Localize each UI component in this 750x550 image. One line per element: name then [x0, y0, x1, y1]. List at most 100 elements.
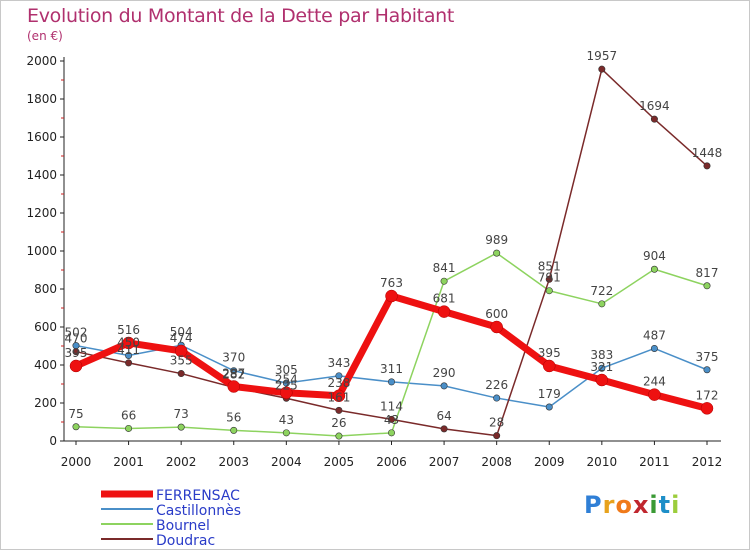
data-label: 395 [538, 346, 561, 360]
chart-subtitle: (en €) [27, 29, 63, 43]
data-point [440, 277, 448, 285]
y-tick-label: 400 [34, 358, 57, 372]
data-point [387, 415, 395, 423]
data-point [598, 300, 606, 308]
data-point [69, 359, 83, 373]
data-label: 763 [380, 276, 403, 290]
data-point [545, 275, 553, 283]
data-label: 226 [485, 378, 508, 392]
data-label: 989 [485, 233, 508, 247]
data-point [387, 378, 395, 386]
x-tick-label: 2002 [166, 455, 197, 469]
logo-letter: P [584, 491, 603, 519]
data-label: 73 [174, 407, 189, 421]
data-point [280, 386, 293, 399]
data-label: 1957 [587, 49, 618, 63]
data-label: 904 [643, 249, 666, 263]
data-point [174, 344, 188, 358]
data-label: 343 [327, 356, 350, 370]
data-point [440, 382, 448, 390]
data-point [72, 348, 80, 356]
data-point [545, 403, 553, 411]
data-label: 355 [170, 354, 193, 368]
y-tick-label: 200 [34, 396, 57, 410]
data-point [282, 429, 290, 437]
data-label: 370 [222, 351, 245, 365]
data-point [230, 367, 238, 375]
data-point [703, 162, 711, 170]
y-tick-label: 1600 [26, 130, 57, 144]
data-point [335, 372, 343, 380]
x-tick-label: 2005 [324, 455, 355, 469]
data-label: 66 [121, 408, 136, 422]
data-label: 179 [538, 387, 561, 401]
data-label: 791 [538, 271, 561, 285]
data-point [122, 336, 135, 350]
data-label: 114 [380, 399, 403, 413]
logo-letter: x [632, 491, 650, 519]
data-point [493, 394, 501, 402]
data-point [282, 379, 290, 387]
data-label: 504 [170, 325, 193, 339]
data-label: 1694 [639, 99, 670, 113]
legend-label: Castillonnès [156, 503, 241, 519]
data-label: 290 [433, 366, 456, 380]
data-point [230, 426, 238, 434]
logo-letter: r [602, 491, 616, 519]
logo-letter: i [649, 491, 659, 519]
data-label: 26 [331, 416, 346, 430]
data-point [493, 249, 501, 257]
data-point [490, 320, 503, 334]
data-label: 383 [590, 348, 613, 362]
data-label: 450 [117, 336, 140, 350]
y-tick-label: 0 [49, 434, 57, 448]
data-label: 516 [117, 323, 140, 337]
data-label: 244 [643, 375, 666, 389]
y-tick-label: 1800 [26, 92, 57, 106]
data-point [650, 265, 658, 273]
data-label: 395 [65, 346, 88, 360]
data-point [125, 359, 133, 367]
data-point [72, 423, 80, 431]
y-tick-label: 800 [34, 282, 57, 296]
data-label: 282 [222, 367, 245, 381]
data-point [703, 282, 711, 290]
x-tick-label: 2012 [692, 455, 723, 469]
data-label: 1448 [692, 146, 723, 160]
x-tick-label: 2008 [481, 455, 512, 469]
data-point [332, 389, 346, 403]
y-tick-label: 2000 [26, 54, 57, 68]
y-tick-label: 1000 [26, 244, 57, 258]
data-point [595, 373, 609, 387]
data-label: 172 [696, 388, 719, 402]
x-tick-label: 2011 [639, 455, 670, 469]
data-point [598, 364, 606, 372]
x-tick-label: 2010 [587, 455, 618, 469]
data-label: 502 [65, 326, 88, 340]
data-point [385, 289, 398, 303]
data-point [227, 380, 240, 393]
data-point [125, 351, 133, 359]
data-point [543, 359, 556, 373]
data-point [703, 366, 711, 374]
data-label: 722 [590, 284, 613, 298]
data-label: 487 [643, 328, 666, 342]
data-label: 411 [117, 343, 140, 357]
legend-label: FERRENSAC [156, 488, 240, 504]
x-tick-label: 2009 [534, 455, 565, 469]
data-label: 851 [538, 259, 561, 273]
data-point [493, 432, 501, 440]
proxiti-logo: Proxiti [584, 491, 680, 519]
data-point [387, 429, 395, 437]
data-point [335, 432, 343, 440]
chart-title: Evolution du Montant de la Dette par Hab… [27, 5, 455, 27]
data-label: 375 [696, 350, 719, 364]
data-point [177, 423, 185, 431]
data-label: 43 [279, 413, 294, 427]
data-label: 28 [489, 416, 504, 430]
data-point [335, 406, 343, 414]
y-tick-label: 1400 [26, 168, 57, 182]
legend-label: Bournel [156, 518, 210, 534]
data-label: 311 [380, 362, 403, 376]
data-label: 64 [436, 409, 451, 423]
